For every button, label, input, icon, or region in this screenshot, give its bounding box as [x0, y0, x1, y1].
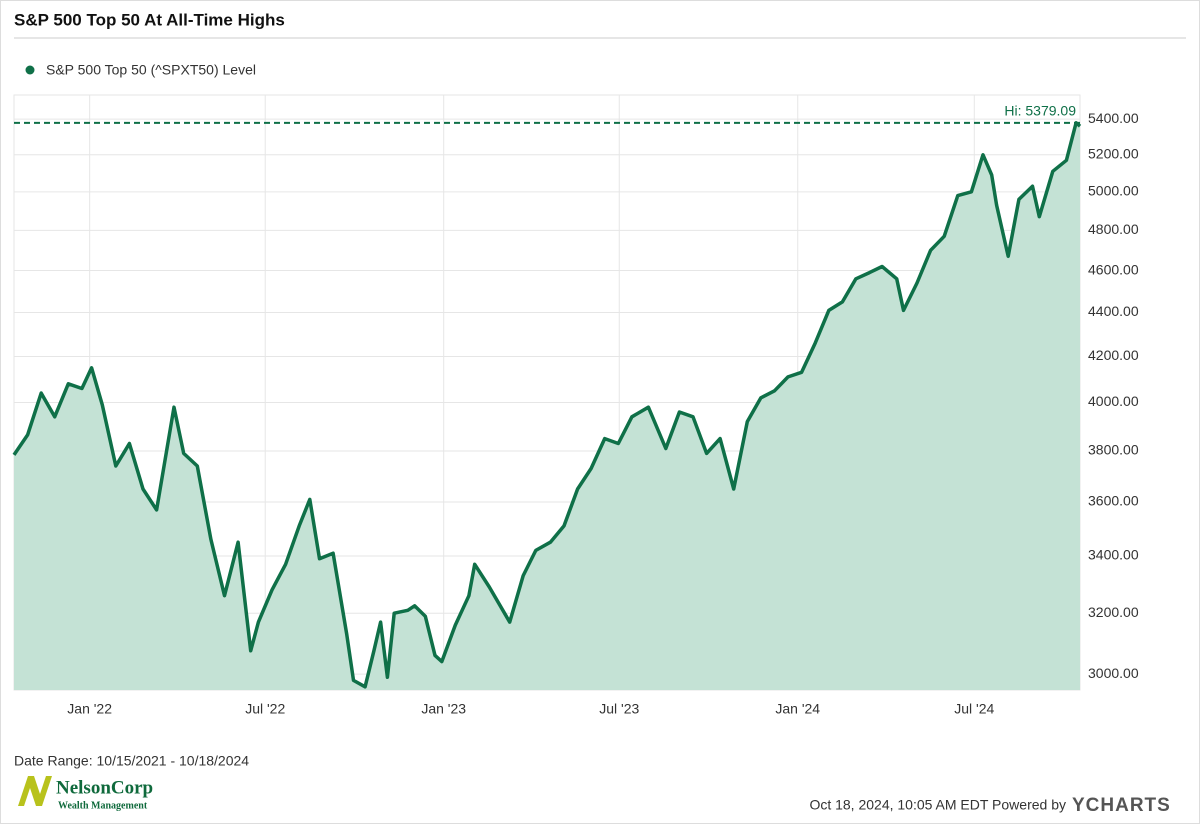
y-tick-label: 4800.00	[1088, 221, 1139, 237]
y-tick-label: 5200.00	[1088, 146, 1139, 162]
logo-mark	[18, 776, 52, 806]
logo: NelsonCorp Wealth Management	[18, 776, 153, 811]
legend-label: S&P 500 Top 50 (^SPXT50) Level	[46, 62, 256, 78]
y-tick-label: 4400.00	[1088, 303, 1139, 319]
footer: Oct 18, 2024, 10:05 AM EDT Powered by	[809, 797, 1066, 813]
y-tick-label: 5400.00	[1088, 110, 1139, 126]
legend-swatch	[25, 65, 35, 75]
area-fill	[14, 122, 1080, 691]
x-tick-label: Jul '22	[245, 701, 285, 717]
y-tick-label: 5000.00	[1088, 183, 1139, 199]
y-tick-label: 4600.00	[1088, 261, 1139, 277]
x-tick-label: Jul '23	[599, 701, 639, 717]
line	[12, 121, 1082, 689]
x-tick-label: Jul '24	[954, 701, 994, 717]
high-label: Hi: 5379.09	[1004, 103, 1076, 119]
y-tick-label: 3400.00	[1088, 547, 1139, 563]
y-tick-label: 3000.00	[1088, 665, 1139, 681]
logo-name: NelsonCorp	[56, 777, 153, 798]
y-tick-label: 3200.00	[1088, 604, 1139, 620]
plot	[12, 94, 1082, 691]
brand: YCHARTS	[1072, 795, 1171, 816]
y-tick-label: 4200.00	[1088, 347, 1139, 363]
y-tick-label: 3800.00	[1088, 442, 1139, 458]
y-tick-label: 3600.00	[1088, 493, 1139, 509]
y-tick-label: 4000.00	[1088, 393, 1139, 409]
x-tick-label: Jan '24	[775, 701, 820, 717]
x-tick-label: Jan '22	[67, 701, 112, 717]
logo-tagline: Wealth Management	[58, 800, 148, 811]
date-range: Date Range: 10/15/2021 - 10/18/2024	[14, 753, 249, 769]
x-tick-label: Jan '23	[421, 701, 466, 717]
chart-title: S&P 500 Top 50 At All-Time Highs	[14, 10, 285, 29]
